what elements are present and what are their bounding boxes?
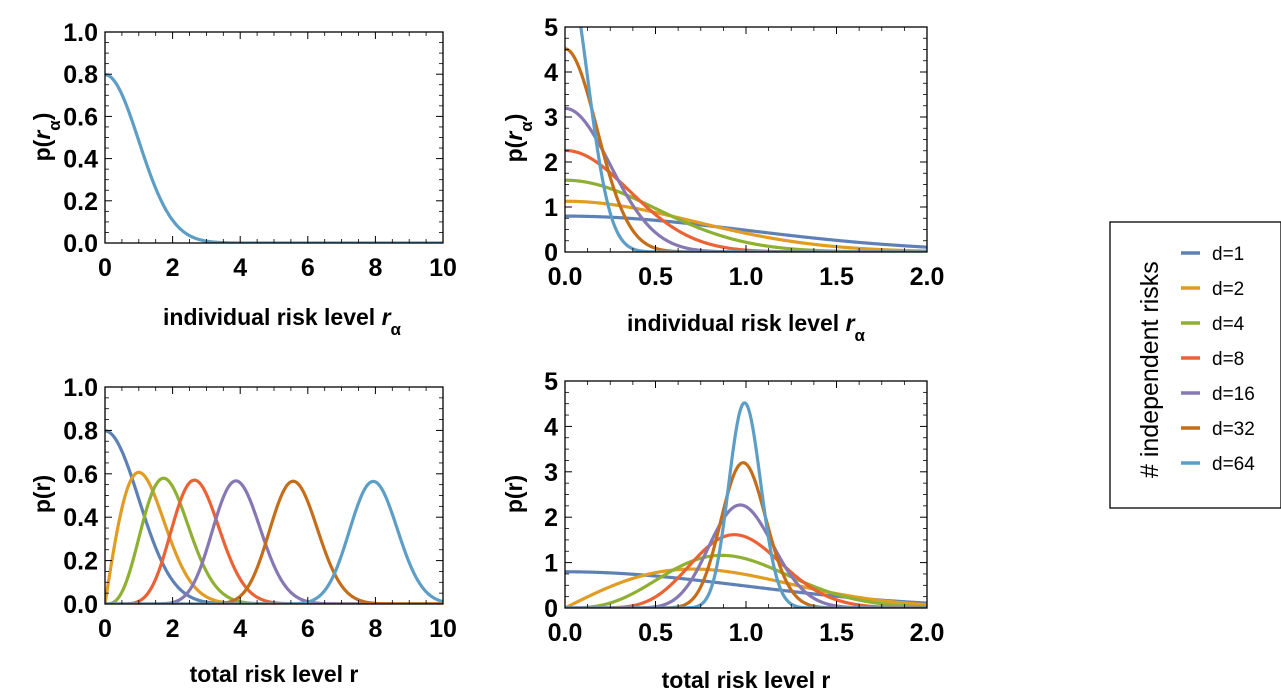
y-tick-label: 0.2 (63, 548, 98, 576)
legend-label: d=4 (1212, 314, 1245, 335)
series-line-d32 (565, 461, 927, 608)
x-axis-title: total risk level r (190, 661, 359, 687)
legend-label: d=1 (1212, 244, 1244, 265)
plot-frame (104, 31, 444, 244)
y-tick-label: 3 (544, 459, 558, 487)
panel-top-right: 0.0 0.5 1.0 1.5 2.0 0 1 2 3 4 5 individual risk lev… (501, 14, 945, 345)
legend-label: d=64 (1212, 454, 1255, 475)
series-line-d8 (565, 533, 927, 608)
curves (565, 27, 927, 252)
panel-bottom-left: 0 2 4 6 8 10 0.0 0.2 0.4 0.6 0.8 1.0 total risk leve… (29, 374, 457, 687)
y-tick-label: 0 (544, 239, 558, 267)
x-tick-label: 1.0 (729, 619, 764, 647)
series-line-d64 (565, 401, 927, 608)
series-line-d32 (565, 47, 927, 252)
x-tick-label: 0 (98, 254, 112, 282)
y-tick-label: 0.8 (63, 417, 98, 445)
y-axis-title: p(rα) (29, 113, 64, 162)
series-line-d4 (565, 553, 927, 608)
x-axis-title: individual risk level rα (627, 310, 866, 345)
x-tick-label: 0.5 (638, 263, 673, 291)
panel-top-left: 0 2 4 6 8 10 0.0 0.2 0.4 0.6 0.8 1.0 individual risk… (29, 19, 457, 339)
x-tick-label: 1.5 (819, 619, 854, 647)
y-tick-label: 0.6 (63, 461, 98, 489)
series-line-d64 (105, 73, 443, 243)
x-axis-title: individual risk level rα (163, 304, 402, 339)
legend-label: d=32 (1212, 419, 1255, 440)
legend: # independent risks d=1 d=2 d=4 d=8 d=16 d=32… (1109, 221, 1281, 509)
x-tick-label: 2 (166, 615, 180, 643)
y-axis-title: p(r) (501, 475, 527, 513)
y-tick-label: 0.4 (63, 146, 98, 174)
y-tick-label: 1.0 (63, 19, 98, 47)
x-tick-label: 1.5 (819, 263, 854, 291)
x-tick-label: 2.0 (910, 619, 945, 647)
x-tick-label: 4 (233, 615, 247, 643)
y-tick-label: 5 (544, 14, 558, 42)
x-tick-label: 0 (98, 615, 112, 643)
y-tick-label: 0.2 (63, 188, 98, 216)
panel-bottom-right: 0.0 0.5 1.0 1.5 2.0 0 1 2 3 4 5 total risk level r p… (501, 368, 944, 691)
legend-label: d=8 (1212, 349, 1244, 370)
series-line-d2 (105, 470, 443, 604)
y-tick-label: 3 (544, 104, 558, 132)
series-line-d64 (105, 479, 443, 604)
y-tick-label: 5 (544, 368, 558, 396)
x-tick-label: 6 (301, 254, 315, 282)
series-line-d16 (565, 503, 927, 608)
x-tick-label: 10 (429, 615, 457, 643)
x-tick-label: 6 (301, 615, 315, 643)
curves (565, 401, 927, 608)
x-tick-label: 1.0 (729, 263, 764, 291)
x-axis-title: total risk level r (662, 667, 831, 691)
y-tick-label: 4 (544, 59, 558, 87)
curves (105, 73, 443, 243)
y-tick-label: 1.0 (63, 374, 98, 402)
y-axis-title: p(r) (29, 475, 55, 513)
x-tick-label: 2 (166, 254, 180, 282)
y-tick-label: 2 (544, 504, 558, 532)
legend-label: d=2 (1212, 279, 1244, 300)
y-tick-label: 4 (544, 413, 558, 441)
x-tick-label: 8 (368, 615, 382, 643)
x-tick-label: 10 (429, 254, 457, 282)
legend-box (1109, 221, 1281, 509)
curves (105, 429, 443, 604)
x-tick-label: 4 (233, 254, 247, 282)
series-line-d2 (565, 199, 927, 252)
y-tick-label: 0.0 (63, 591, 98, 619)
legend-label: d=16 (1212, 384, 1255, 405)
x-tick-label: 2.0 (910, 263, 945, 291)
y-tick-label: 0.6 (63, 103, 98, 131)
y-tick-label: 1 (544, 194, 558, 222)
y-axis-title: p(rα) (501, 114, 536, 163)
x-tick-label: 8 (368, 254, 382, 282)
series-line-d2 (565, 567, 927, 608)
x-tick-label: 0.0 (548, 263, 583, 291)
series-line-d64 (579, 27, 927, 252)
x-tick-label: 0.0 (548, 619, 583, 647)
y-tick-label: 1 (544, 550, 558, 578)
x-tick-label: 0.5 (638, 619, 673, 647)
y-tick-label: 0.8 (63, 61, 98, 89)
y-tick-label: 2 (544, 149, 558, 177)
legend-title: # independent risks (1136, 261, 1164, 478)
y-tick-label: 0.0 (63, 230, 98, 258)
y-tick-label: 0 (544, 595, 558, 623)
y-tick-label: 0.4 (63, 504, 98, 532)
legend-entries: d=1 d=2 d=4 d=8 d=16 d=32 d=64 (1181, 244, 1255, 475)
